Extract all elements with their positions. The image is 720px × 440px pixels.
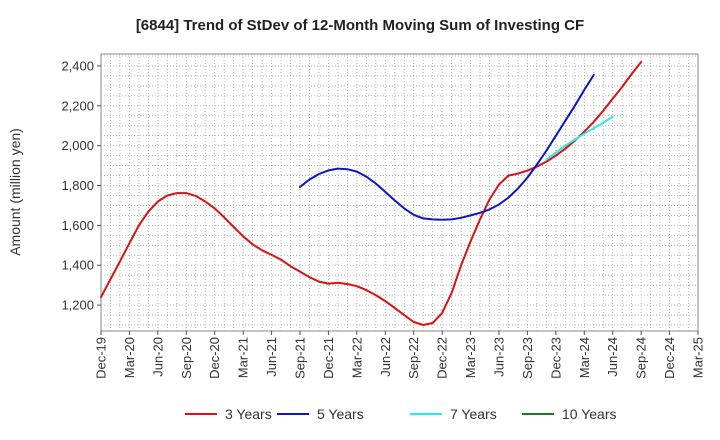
x-tick-label: Mar-25 bbox=[691, 337, 706, 378]
legend: 3 Years 5 Years 7 Years 10 Years bbox=[185, 406, 617, 422]
x-tick-label: Mar-23 bbox=[463, 337, 478, 378]
x-tick-label: Jun-24 bbox=[605, 337, 620, 377]
legend-label: 10 Years bbox=[562, 406, 617, 422]
grid bbox=[101, 54, 698, 331]
x-tick-label: Jun-22 bbox=[378, 337, 393, 377]
x-tick-label: Sep-23 bbox=[520, 337, 535, 379]
series-line-7-years bbox=[545, 115, 614, 161]
y-axis-label: Amount (million yen) bbox=[7, 128, 23, 256]
x-tick-label: Mar-20 bbox=[122, 337, 137, 378]
x-tick-label: Dec-24 bbox=[662, 337, 677, 379]
series-lines bbox=[100, 61, 643, 326]
x-tick-label: Mar-22 bbox=[349, 337, 364, 378]
y-tick-label: 1,400 bbox=[61, 258, 94, 273]
series-line-5-years bbox=[299, 73, 595, 221]
y-tick-label: 1,200 bbox=[61, 298, 94, 313]
y-axis-ticks: 1,200 1,400 1,600 1,800 2,000 2,200 2,400 bbox=[61, 58, 101, 313]
x-tick-label: Sep-20 bbox=[179, 337, 194, 379]
x-axis-ticks: Dec-19 Mar-20 Jun-20 Sep-20 Dec-20 Mar-21 Jun-… bbox=[94, 331, 706, 379]
x-tick-label: Dec-20 bbox=[207, 337, 222, 379]
series-line-3-years bbox=[100, 61, 643, 326]
x-tick-label: Dec-21 bbox=[321, 337, 336, 379]
x-tick-label: Sep-24 bbox=[634, 337, 649, 379]
y-tick-label: 2,000 bbox=[61, 138, 94, 153]
x-tick-label: Sep-22 bbox=[406, 337, 421, 379]
x-tick-label: Sep-21 bbox=[293, 337, 308, 379]
x-tick-label: Dec-22 bbox=[435, 337, 450, 379]
y-tick-label: 1,600 bbox=[61, 218, 94, 233]
x-tick-label: Mar-21 bbox=[236, 337, 251, 378]
x-tick-label: Mar-24 bbox=[577, 337, 592, 378]
legend-label: 5 Years bbox=[317, 406, 364, 422]
x-tick-label: Dec-23 bbox=[548, 337, 563, 379]
y-tick-label: 2,400 bbox=[61, 58, 94, 73]
chart-title: [6844] Trend of StDev of 12-Month Moving… bbox=[136, 17, 584, 34]
x-tick-label: Jun-20 bbox=[150, 337, 165, 377]
x-tick-label: Jun-21 bbox=[264, 337, 279, 377]
legend-label: 3 Years bbox=[225, 406, 272, 422]
x-tick-label: Jun-23 bbox=[492, 337, 507, 377]
y-tick-label: 2,200 bbox=[61, 98, 94, 113]
y-tick-label: 1,800 bbox=[61, 178, 94, 193]
x-tick-label: Dec-19 bbox=[94, 337, 109, 379]
legend-label: 7 Years bbox=[450, 406, 497, 422]
